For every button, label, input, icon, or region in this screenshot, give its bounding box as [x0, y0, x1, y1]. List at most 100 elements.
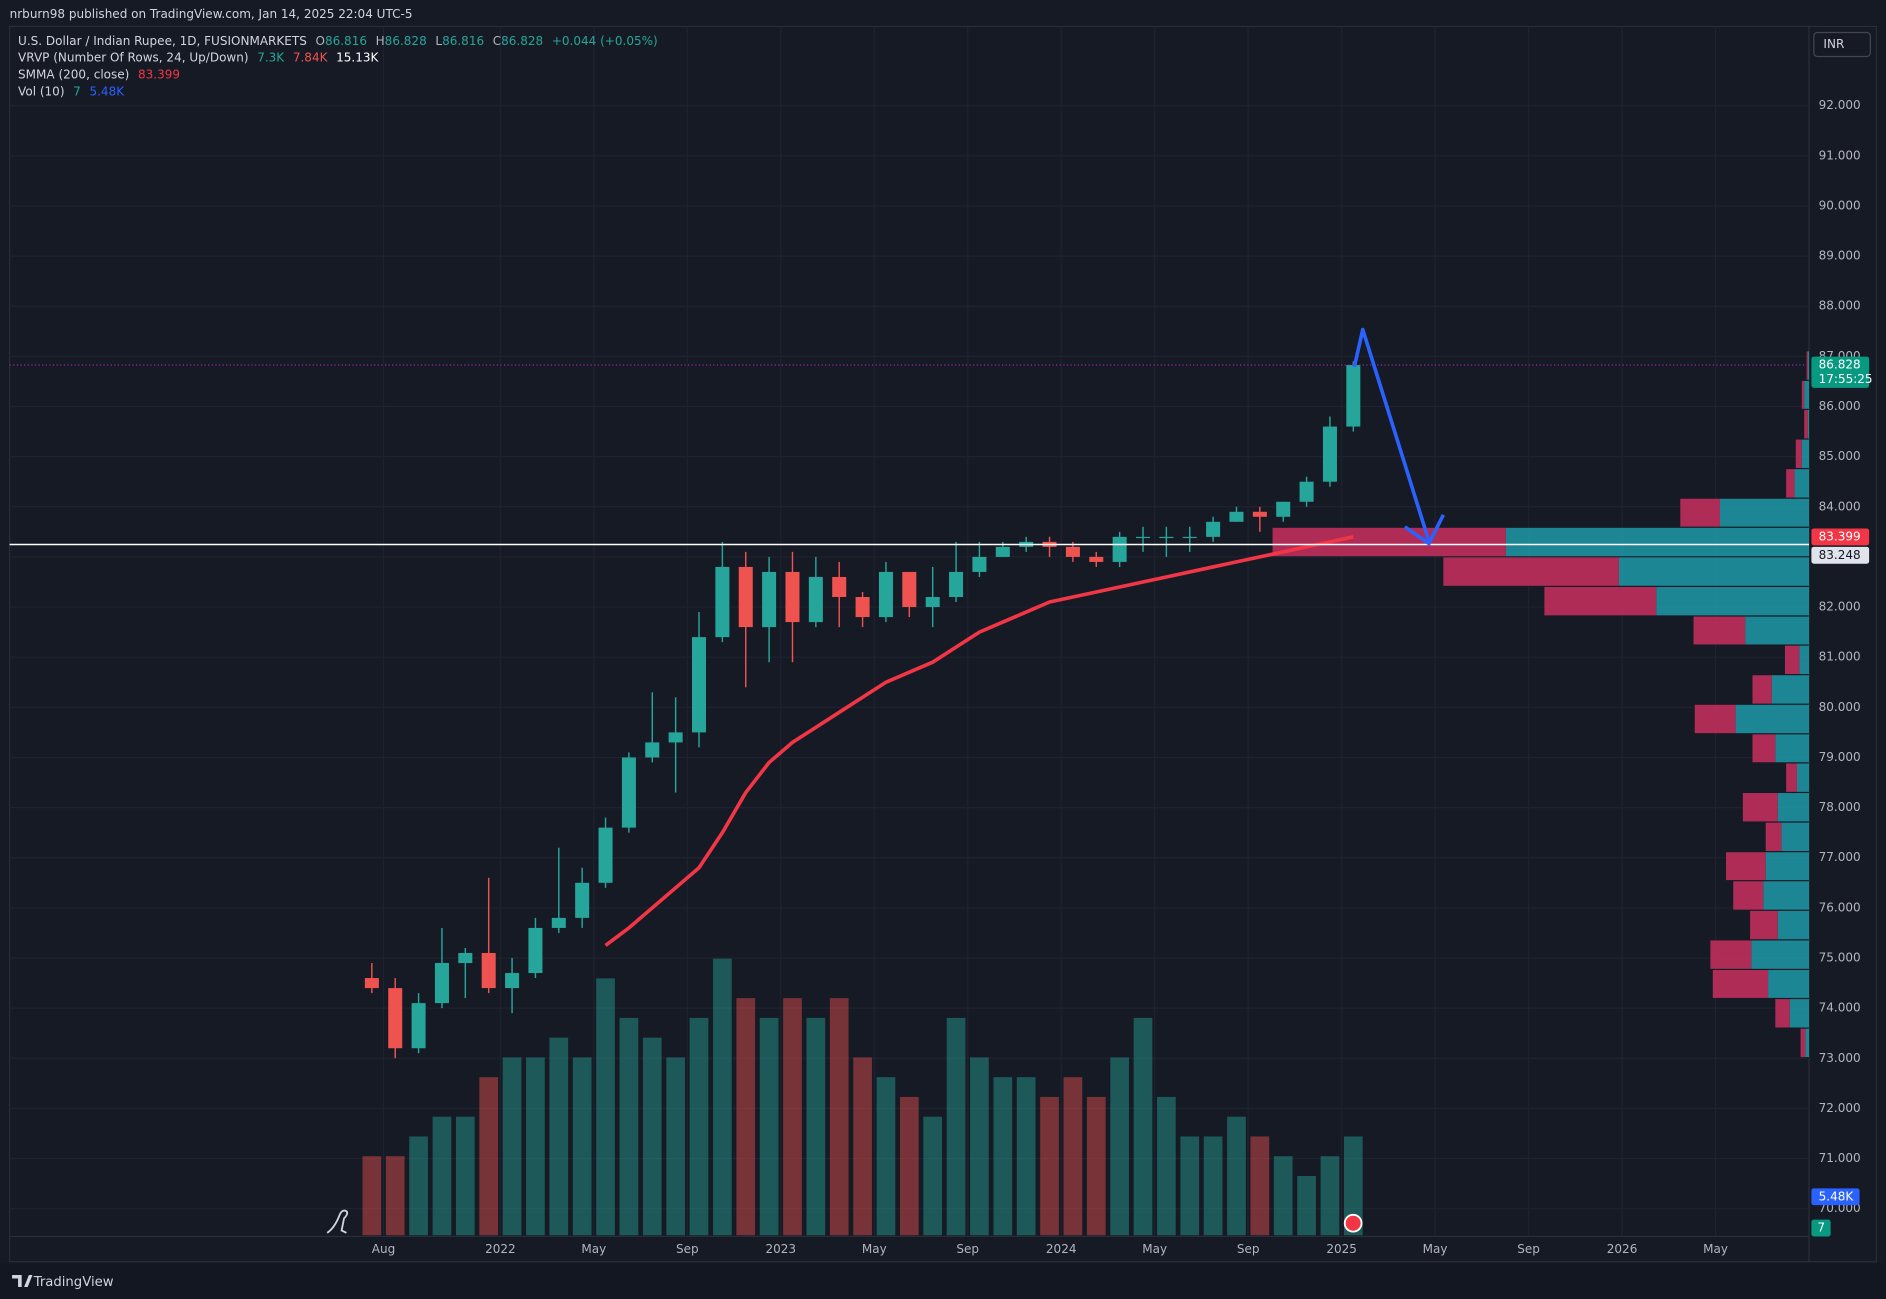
- profile-down: [1710, 940, 1752, 969]
- x-tick-label: May: [1703, 1242, 1728, 1256]
- x-tick-label: 2025: [1326, 1242, 1357, 1256]
- candle-body: [645, 742, 660, 758]
- profile-up: [1799, 645, 1809, 675]
- y-tick-label: 86.000: [1819, 399, 1861, 413]
- ohlc-value: 86.828: [501, 33, 543, 47]
- footer: TradingView: [33, 1275, 114, 1290]
- volume-bar: [806, 1017, 826, 1236]
- candle-body: [691, 637, 707, 733]
- vol-label-box: [1811, 1219, 1831, 1237]
- volume-bar: [362, 1156, 382, 1236]
- volume-bar: [619, 1017, 639, 1236]
- vol-label-box: [1811, 1188, 1860, 1206]
- header: nrburn98 published on TradingView.com, J…: [10, 7, 413, 21]
- volume: [362, 958, 1363, 1236]
- profile-up: [1777, 910, 1809, 940]
- legend-line-2: VRVP (Number Of Rows, 24, Up/Down) 7.3K …: [18, 50, 379, 64]
- price-label: 83.248: [1819, 548, 1861, 562]
- volume-bar: [946, 1017, 966, 1236]
- candle-body: [738, 566, 753, 628]
- candle-body: [434, 963, 449, 1004]
- profile-down: [1742, 793, 1778, 822]
- price-label: 86.828: [1819, 357, 1861, 371]
- price-label-box: [1811, 546, 1870, 564]
- profile-up: [1618, 557, 1809, 586]
- volume-bar: [713, 958, 732, 1236]
- volume-bar: [1297, 1175, 1316, 1236]
- axes: 70.00071.00072.00073.00074.00075.00076.0…: [372, 98, 1873, 1256]
- lines: [9, 364, 1809, 947]
- profile-down: [1795, 439, 1802, 468]
- profile-up: [1804, 380, 1809, 409]
- volume-bar: [479, 1077, 499, 1236]
- y-tick-label: 74.000: [1819, 1001, 1861, 1015]
- candle-body: [1159, 536, 1174, 539]
- x-tick-label: May: [1423, 1242, 1448, 1256]
- y-tick-label: 81.000: [1819, 650, 1861, 664]
- legend-line-1: U.S. Dollar / Indian Rupee, 1D, FUSIONMA…: [18, 33, 658, 47]
- y-tick-label: 92.000: [1819, 98, 1861, 112]
- profile-down: [1752, 675, 1772, 704]
- profile-down: [1544, 586, 1657, 616]
- legend-line-3: SMMA (200, close) 83.399: [18, 67, 180, 81]
- x-tick-label: 2022: [485, 1242, 516, 1256]
- candle-body: [668, 732, 683, 743]
- profile-down: [1694, 704, 1736, 734]
- volume-bar: [1250, 1136, 1270, 1236]
- ohlc-key: C: [493, 33, 501, 47]
- ohlc-key: H: [376, 33, 385, 47]
- vol-ma: 5.48K: [89, 84, 125, 98]
- candle-body: [1135, 536, 1151, 539]
- profile-up: [1781, 822, 1809, 852]
- candle-body: [762, 571, 777, 628]
- profile-down: [1733, 881, 1764, 910]
- candle-body: [1346, 364, 1361, 427]
- volume-bar: [993, 1077, 1013, 1236]
- y-tick-label: 80.000: [1819, 700, 1861, 714]
- profile-up: [1735, 704, 1809, 734]
- candle-body: [925, 597, 940, 608]
- volume-bar: [759, 1017, 779, 1236]
- candle-body: [481, 952, 496, 989]
- profile-up: [1719, 498, 1809, 527]
- x-tick-label: Sep: [956, 1242, 979, 1256]
- candle-body: [528, 927, 543, 974]
- volume-bar: [502, 1057, 522, 1236]
- candle-body: [878, 571, 893, 618]
- y-tick-label: 73.000: [1819, 1051, 1861, 1065]
- symbol: U.S. Dollar / Indian Rupee, 1D, FUSIONMA…: [18, 33, 307, 47]
- price-label: 17:55:25: [1819, 372, 1873, 386]
- volume-profile: [1272, 351, 1809, 1058]
- smma-label: SMMA (200, close): [18, 67, 129, 81]
- volume-bar: [689, 1017, 709, 1236]
- profile-down: [1726, 852, 1766, 881]
- volume-bar: [970, 1057, 989, 1236]
- profile-up: [1505, 527, 1809, 557]
- volume-bar: [1273, 1156, 1293, 1236]
- profile-down: [1801, 380, 1805, 409]
- candle-body: [1229, 511, 1244, 522]
- x-tick-label: 2026: [1607, 1242, 1638, 1256]
- profile-up: [1656, 586, 1809, 616]
- volume-bar: [736, 998, 756, 1236]
- volume-bar: [1110, 1057, 1129, 1236]
- event-flag[interactable]: [1343, 1213, 1363, 1233]
- currency[interactable]: INR: [1823, 37, 1844, 51]
- profile-up: [1789, 999, 1809, 1028]
- volume-bar: [596, 978, 615, 1236]
- profile-up: [1794, 469, 1809, 498]
- candle-body: [1276, 501, 1291, 517]
- y-tick-label: 89.000: [1819, 249, 1861, 263]
- y-tick-label: 72.000: [1819, 1101, 1861, 1115]
- currency-button[interactable]: [1813, 31, 1871, 58]
- volume-bar: [899, 1096, 919, 1236]
- profile-up: [1763, 881, 1809, 910]
- candle-body: [1112, 536, 1127, 562]
- vol-ma-label: 5.48K: [1819, 1189, 1855, 1203]
- vrvp-label: VRVP (Number Of Rows, 24, Up/Down): [18, 50, 249, 64]
- candles: [364, 361, 1361, 1059]
- volume-bar: [1227, 1116, 1246, 1236]
- y-tick-label: 88.000: [1819, 299, 1861, 313]
- profile-down: [1804, 410, 1808, 439]
